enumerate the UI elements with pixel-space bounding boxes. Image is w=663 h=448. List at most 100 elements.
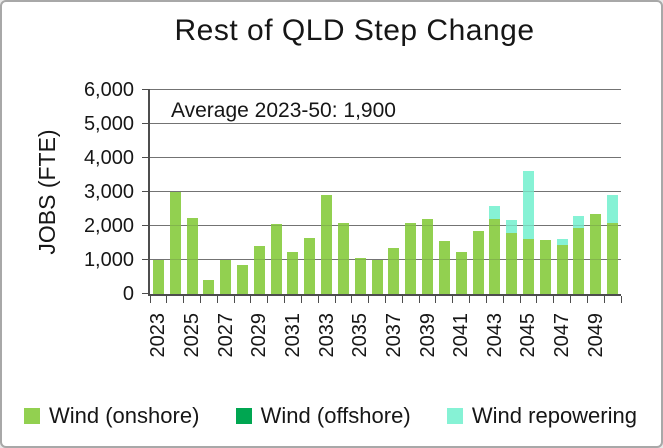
x-axis-labels: 2023 2025 2027 2029 2031 2033 2035 2037 2039 2041…	[2, 294, 661, 384]
x-tick-label-2039: 2039	[416, 313, 439, 358]
bar-2035-wind-onshore	[354, 258, 366, 294]
legend-swatch-wind-repowering	[446, 408, 463, 424]
x-tick-27	[603, 296, 605, 303]
y-tick-label-2000: 2,000	[83, 215, 134, 237]
y-tick-5000	[142, 123, 150, 124]
bar-2039-wind-onshore	[422, 219, 434, 294]
y-tick-label-4000: 4,000	[83, 147, 134, 169]
bar-2046-wind-onshore	[539, 240, 551, 294]
x-tick-label-2033: 2033	[315, 313, 338, 358]
bar-2049-wind-onshore	[590, 214, 602, 294]
x-tick-label-2029: 2029	[248, 313, 271, 358]
x-tick-label-2041: 2041	[450, 313, 473, 358]
bar-2041-wind-onshore	[455, 251, 467, 294]
legend-item-wind-offshore: Wind (offshore)	[235, 403, 411, 429]
x-tick-6	[250, 296, 252, 303]
x-tick-label-2037: 2037	[382, 313, 405, 358]
bar-2031-wind-onshore	[287, 251, 299, 294]
x-tick-label-2023: 2023	[147, 313, 170, 358]
x-tick-label-2047: 2047	[551, 313, 574, 358]
gridline-overlay-3000	[150, 191, 621, 192]
legend-label-wind-onshore: Wind (onshore)	[49, 403, 200, 428]
x-tick-label-2027: 2027	[214, 313, 237, 358]
legend-item-wind-repowering: Wind repowering	[446, 403, 637, 429]
gridline-1000	[150, 259, 621, 260]
x-tick-label-2031: 2031	[281, 313, 304, 358]
x-tick-23	[536, 296, 538, 303]
legend-label-wind-repowering: Wind repowering	[471, 403, 637, 428]
x-tick-5	[233, 296, 235, 303]
gridline-overlay-4000	[150, 157, 621, 158]
y-tick-label-3000: 3,000	[83, 181, 134, 203]
bar-2045-wind-repowering	[522, 170, 534, 239]
bar-2044-wind-onshore	[506, 232, 518, 294]
bar-2040-wind-onshore	[438, 241, 450, 294]
x-tick-14	[385, 296, 386, 303]
average-annotation: Average 2023-50: 1,900	[171, 99, 396, 122]
x-tick-label-2025: 2025	[181, 313, 204, 358]
plot-area	[142, 89, 622, 303]
x-tick-15	[401, 296, 403, 303]
x-tick-13	[368, 296, 370, 303]
legend-label-wind-offshore: Wind (offshore)	[260, 403, 411, 428]
bar-2034-wind-onshore	[337, 222, 349, 294]
chart-title: Rest of QLD Step Change	[174, 14, 535, 47]
x-tick-28	[620, 296, 622, 303]
gridline-3000	[150, 191, 621, 192]
x-tick-9	[300, 296, 302, 303]
bar-2050-wind-repowering	[607, 195, 619, 223]
x-tick-label-2043: 2043	[483, 313, 506, 358]
bar-2036-wind-onshore	[371, 260, 383, 294]
bar-2023-wind-onshore	[152, 260, 164, 294]
bar-2044-wind-repowering	[506, 219, 518, 233]
legend-swatch-wind-onshore	[24, 408, 40, 424]
x-tick-8	[284, 296, 286, 303]
x-tick-24	[553, 296, 555, 303]
bar-2038-wind-onshore	[405, 222, 417, 294]
bar-2030-wind-onshore	[270, 224, 282, 294]
x-tick-26	[586, 296, 588, 303]
gridline-4000	[150, 157, 621, 158]
x-tick-10	[317, 296, 319, 303]
y-tick-1000	[142, 259, 150, 260]
x-tick-22	[519, 296, 521, 303]
y-tick-2000	[142, 225, 150, 226]
y-tick-6000	[142, 89, 150, 90]
bar-2047-wind-repowering	[556, 239, 568, 246]
bar-2045-wind-onshore	[522, 238, 534, 294]
gridline-overlay-6000	[150, 89, 621, 90]
x-tick-18	[452, 296, 454, 303]
y-axis-labels: 0 1,000 2,000 3,000 4,000 5,000 6,000	[2, 79, 140, 305]
legend: Wind (onshore) Wind (offshore) Wind repowe…	[2, 399, 661, 433]
x-tick-4	[216, 296, 218, 303]
bar-2047-wind-onshore	[556, 245, 568, 294]
bar-2043-wind-repowering	[489, 205, 501, 220]
gridline-overlay-1000	[150, 259, 621, 260]
bar-2043-wind-onshore	[489, 219, 501, 294]
x-tick-25	[570, 296, 572, 303]
gridline-overlay-2000	[150, 225, 621, 226]
bar-2033-wind-onshore	[321, 195, 333, 294]
bar-2050-wind-onshore	[607, 222, 619, 294]
bar-2048-wind-onshore	[573, 227, 585, 294]
x-tick-19	[469, 296, 471, 303]
x-tick-2	[183, 296, 185, 303]
gridline-5000	[150, 123, 621, 124]
y-tick-label-5000: 5,000	[83, 113, 134, 135]
x-tick-label-2035: 2035	[349, 313, 372, 358]
x-tick-12	[351, 296, 353, 303]
x-tick-0	[149, 296, 151, 303]
bar-2032-wind-onshore	[304, 237, 316, 294]
bar-2042-wind-onshore	[472, 231, 484, 294]
bar-2024-wind-onshore	[169, 192, 181, 294]
x-tick-1	[166, 296, 168, 303]
x-tick-20	[485, 296, 487, 303]
x-tick-label-2049: 2049	[584, 313, 607, 358]
bar-2037-wind-onshore	[388, 248, 400, 294]
y-tick-label-1000: 1,000	[83, 249, 134, 271]
x-tick-label-2045: 2045	[517, 313, 540, 358]
x-tick-21	[502, 296, 504, 303]
x-tick-16	[418, 296, 420, 303]
legend-swatch-wind-offshore	[235, 408, 252, 424]
bar-2029-wind-onshore	[253, 246, 265, 294]
